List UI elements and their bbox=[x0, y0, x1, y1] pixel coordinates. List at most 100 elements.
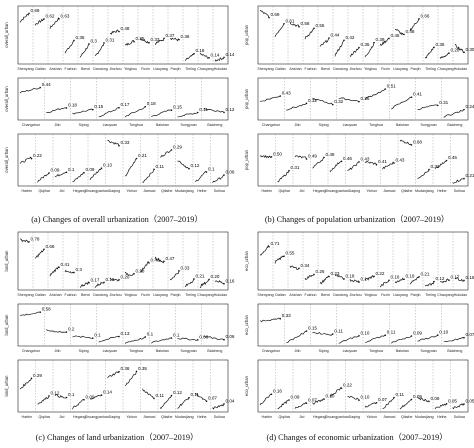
end-point bbox=[193, 278, 195, 280]
series-line-liaoyuan bbox=[98, 335, 120, 343]
value-label: 0.49 bbox=[326, 152, 335, 157]
series-line-shuangyashan bbox=[89, 167, 102, 181]
value-label: 0.32 bbox=[308, 98, 317, 103]
end-point bbox=[73, 271, 75, 274]
city-tick-label: Dalian bbox=[35, 293, 45, 297]
end-point bbox=[28, 12, 30, 15]
end-point bbox=[393, 396, 395, 399]
city-tick-label: Benxi bbox=[321, 293, 330, 297]
value-label: 0.10 bbox=[361, 330, 370, 335]
city-tick-label: Shuangyashan bbox=[85, 189, 109, 193]
end-point bbox=[170, 394, 173, 397]
value-label: 0.12 bbox=[173, 390, 182, 395]
city-tick-label: Liaoyuan bbox=[103, 123, 118, 127]
city-tick-label: Liaoyuan bbox=[343, 349, 358, 353]
city-tick-label: Hegang bbox=[313, 189, 326, 193]
city-tick-label: Tieling bbox=[185, 67, 195, 71]
y-axis-label: overall_urban bbox=[4, 22, 9, 48]
value-label: 0.48 bbox=[406, 29, 415, 34]
subplot-0-2: overall_urban 0.22 Harbin 0.09 Qiqihar 0.1 Jix… bbox=[4, 133, 235, 193]
value-label: 0.15 bbox=[308, 326, 317, 331]
city-tick-label: Changchun bbox=[262, 123, 280, 127]
value-label: 0.18 bbox=[147, 101, 156, 106]
value-label: 0.11 bbox=[156, 393, 165, 398]
value-label: 0.06 bbox=[226, 334, 235, 339]
end-point bbox=[358, 100, 360, 103]
end-point bbox=[384, 334, 387, 337]
end-point bbox=[30, 377, 33, 380]
value-label: 0.71 bbox=[271, 241, 280, 246]
end-point bbox=[283, 255, 285, 257]
city-tick-label: Siping bbox=[319, 349, 329, 353]
city-tick-label: Liaoyang bbox=[393, 293, 408, 297]
value-label: 0.55 bbox=[286, 251, 295, 256]
value-label: 0.1 bbox=[208, 167, 215, 172]
end-point bbox=[436, 104, 439, 107]
end-point bbox=[328, 275, 330, 278]
city-tick-label: Huludao bbox=[214, 293, 227, 297]
city-tick-label: Mudanjiang bbox=[415, 415, 434, 419]
end-point bbox=[163, 260, 165, 263]
value-label: 0.07 bbox=[208, 396, 217, 401]
value-label: 0.63 bbox=[61, 13, 70, 18]
end-point bbox=[388, 279, 390, 282]
value-label: 0.16 bbox=[391, 275, 400, 280]
end-point bbox=[144, 105, 147, 108]
value-label: 0.21 bbox=[196, 273, 205, 278]
end-point bbox=[428, 400, 430, 403]
end-point bbox=[223, 403, 225, 405]
series-line-liaoyuan bbox=[98, 107, 120, 118]
city-tick-label: Dalian bbox=[275, 67, 285, 71]
series-line-jiamusi bbox=[382, 397, 395, 409]
end-point bbox=[358, 281, 360, 283]
value-label: 0.06 bbox=[199, 334, 208, 339]
end-point bbox=[343, 39, 345, 42]
series-line-suihua bbox=[212, 174, 225, 184]
city-tick-label: Jiamusi bbox=[383, 415, 395, 419]
city-tick-label: Yingkou bbox=[364, 67, 377, 71]
value-label: 0.12 bbox=[226, 107, 235, 112]
city-tick-label: Songyuan bbox=[421, 123, 437, 127]
series-line-shenyang bbox=[19, 238, 30, 244]
value-label: 0.18 bbox=[196, 48, 205, 53]
value-label: 0.11 bbox=[191, 392, 200, 397]
end-point bbox=[298, 267, 300, 270]
city-tick-label: Shenyang bbox=[257, 67, 273, 71]
series-line-siping bbox=[312, 97, 333, 105]
city-tick-label: Dandong bbox=[333, 293, 348, 297]
series-line-jilin bbox=[286, 103, 307, 111]
city-tick-label: Jixi bbox=[299, 415, 304, 419]
end-point bbox=[196, 339, 199, 341]
value-label: 0.12 bbox=[191, 163, 200, 168]
value-label: 0.09 bbox=[413, 331, 422, 336]
city-tick-label: Qiqihar bbox=[39, 415, 51, 419]
city-tick-label: Tieling bbox=[185, 293, 195, 297]
end-point bbox=[103, 281, 105, 284]
subplot-1-2: pop_urban 0.50 Harbin 0.31 Qiqihar 0.49 Jixi 0.… bbox=[244, 133, 474, 193]
series-line-harbin bbox=[259, 393, 272, 406]
value-label: 0.11 bbox=[156, 164, 165, 169]
series-line-jinzhou bbox=[349, 279, 360, 283]
city-tick-label: Jilin bbox=[54, 349, 60, 353]
value-label: 0.66 bbox=[421, 13, 430, 18]
end-point bbox=[163, 37, 165, 40]
series-line-baishan bbox=[151, 337, 172, 344]
value-label: 0.22 bbox=[376, 271, 385, 276]
series-line-qitaihe bbox=[399, 399, 412, 410]
city-tick-label: Chaoyang bbox=[197, 67, 213, 71]
series-line-qitaihe bbox=[159, 149, 172, 158]
y-axis-label: land_urban bbox=[4, 250, 9, 272]
end-point bbox=[373, 275, 375, 278]
city-tick-label: Harbin bbox=[262, 415, 273, 419]
city-tick-label: Fuxin bbox=[381, 293, 390, 297]
value-label: 0.14 bbox=[103, 390, 112, 395]
y-axis-label: eco_urban bbox=[244, 250, 249, 270]
value-label: 0.58 bbox=[301, 21, 310, 26]
series-line-qiqihar bbox=[37, 395, 50, 405]
series-line-baicheng bbox=[203, 108, 225, 113]
series-line-tonghua bbox=[364, 88, 386, 100]
value-label: 0.11 bbox=[396, 392, 405, 397]
series-line-qitaihe bbox=[399, 139, 412, 146]
city-tick-label: Benxi bbox=[81, 293, 90, 297]
end-point bbox=[373, 41, 375, 44]
